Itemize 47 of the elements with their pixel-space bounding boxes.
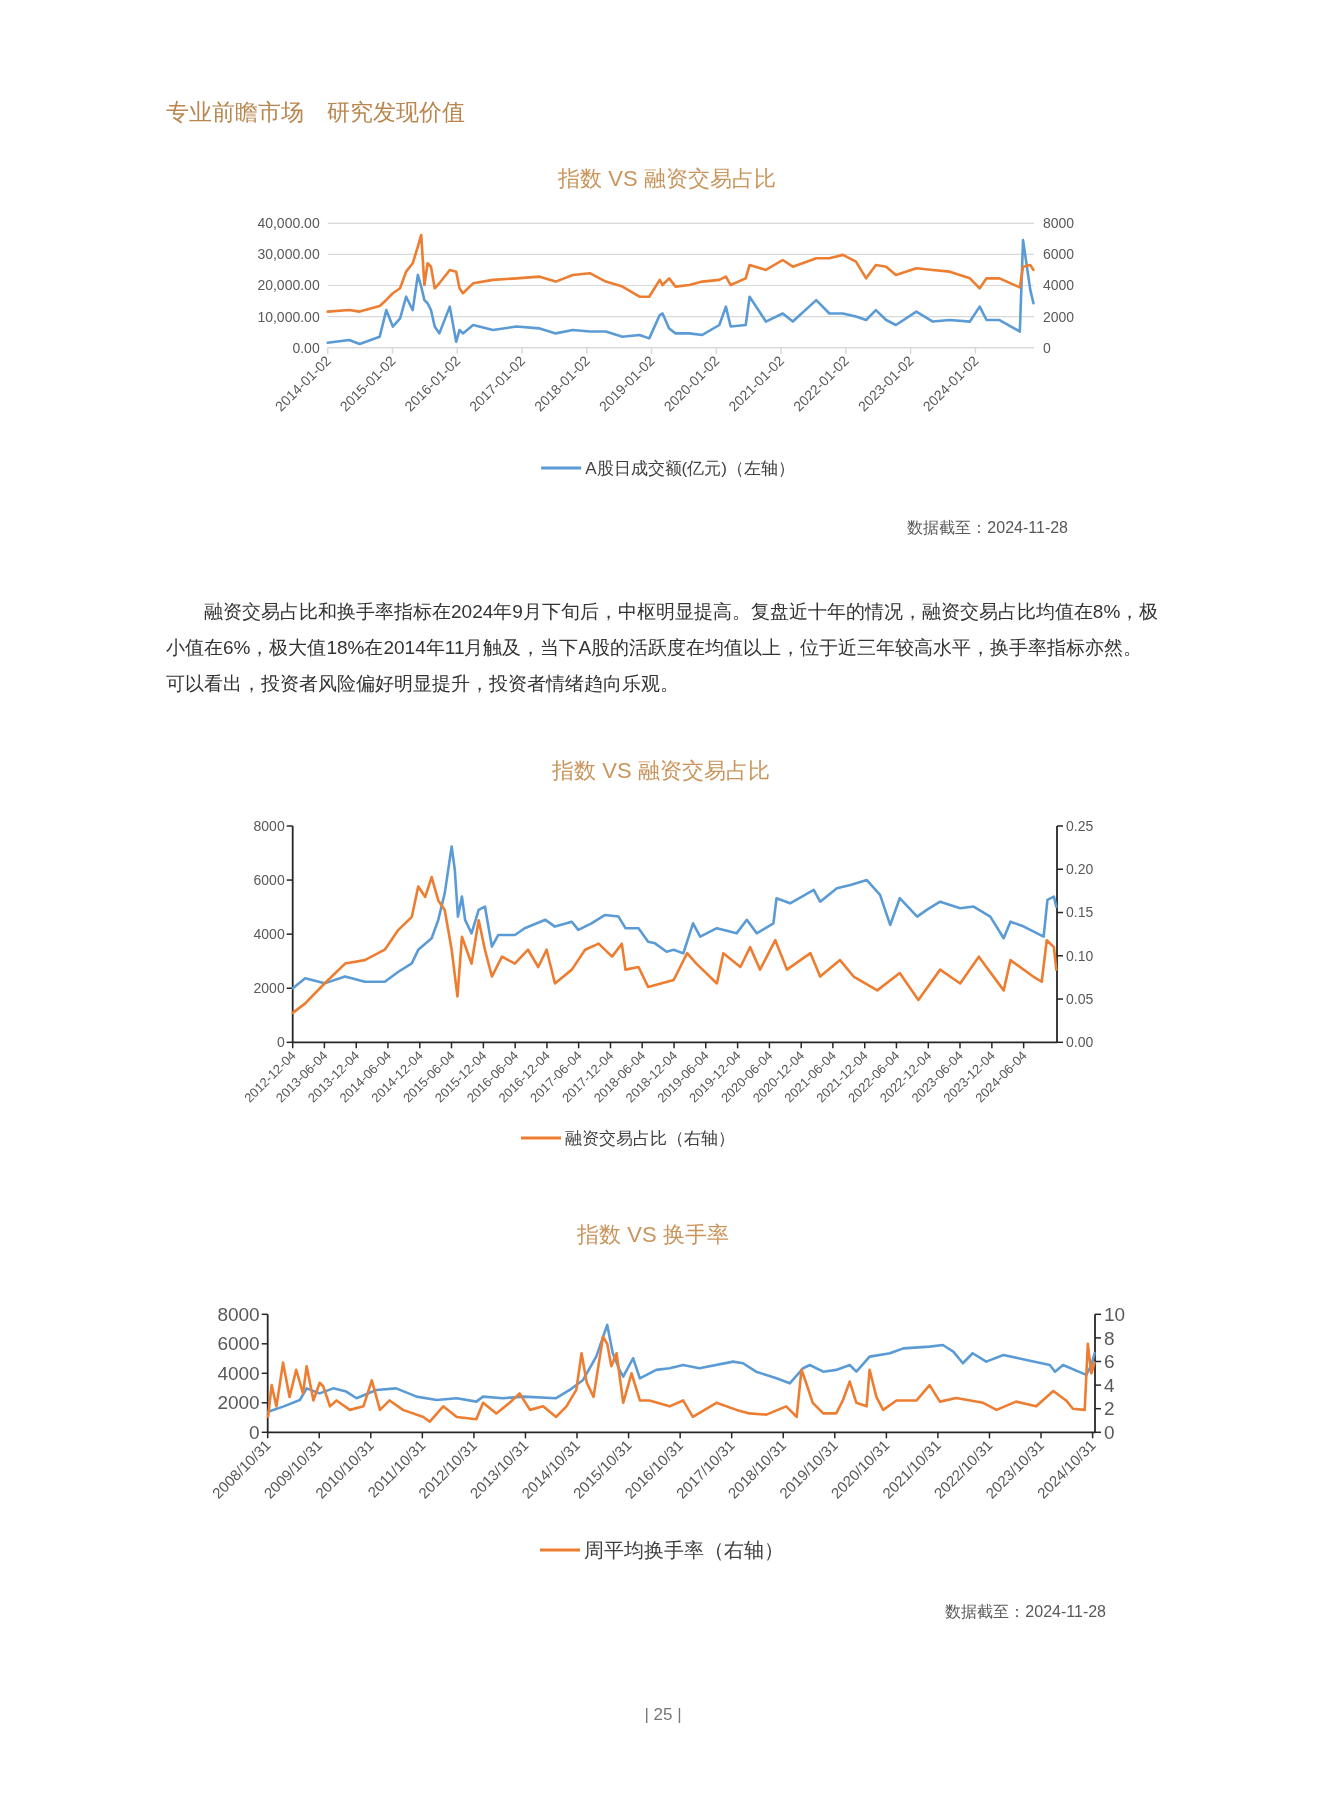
y2-tick-label: 0.10	[1066, 947, 1094, 964]
y2-tick-label: 2	[1104, 1398, 1115, 1420]
chart-title: 指数 VS 融资交易占比	[557, 166, 776, 191]
line-series	[291, 875, 1058, 1015]
legend-label: 周平均换手率（右轴）	[584, 1539, 784, 1562]
y-tick-label: 0	[276, 1034, 285, 1051]
y-tick-label: 0.00	[292, 339, 320, 356]
y-tick-label: 30,000.00	[257, 246, 320, 263]
y-tick-label: 10,000.00	[257, 308, 320, 325]
text: 融资交易占比和换手率指标在2024年9月下旬后，中枢明显提高。复盘近十年的情况，融资交易占比均值在8%，极小值在6%，极大值18%在2014年11月触及，当下A股的活跃度在均值以上，位于近三年较高水平，换手率指标亦然。可以看出，投资者风险偏好明显提升，投资者情绪趋向乐观。	[166, 600, 1160, 696]
y2-tick-label: 0.20	[1066, 861, 1094, 878]
y-tick-label: 8000	[253, 817, 285, 834]
chart-title: 指数 VS 融资交易占比	[551, 758, 770, 783]
y-tick-label: 2000	[217, 1392, 260, 1414]
y2-tick-label: 0.00	[1066, 1034, 1094, 1051]
y2-tick-label: 6000	[1043, 246, 1075, 263]
y-tick-label: 4000	[217, 1362, 260, 1384]
y2-tick-label: 8	[1104, 1327, 1115, 1349]
legend-label: A股日成交额(亿元)（左轴）	[585, 459, 795, 479]
legend-label: 融资交易占比（右轴）	[565, 1129, 735, 1149]
y2-tick-label: 0	[1104, 1421, 1115, 1443]
y-tick-label: 4000	[253, 926, 285, 943]
text: | 25 |	[644, 1705, 682, 1724]
text: 数据截至：2024-11-28	[945, 1603, 1107, 1620]
y-tick-label: 0	[249, 1421, 260, 1443]
y2-tick-label: 0.15	[1066, 904, 1094, 921]
y2-tick-label: 0.25	[1066, 817, 1094, 834]
y-tick-label: 40,000.00	[257, 215, 320, 232]
y-tick-label: 20,000.00	[257, 277, 320, 294]
y-tick-label: 6000	[253, 871, 285, 888]
line-series	[326, 233, 1035, 313]
chart-title: 指数 VS 换手率	[576, 1222, 729, 1247]
y-tick-label: 2000	[253, 980, 285, 997]
y2-tick-label: 10	[1104, 1303, 1126, 1325]
line-series	[291, 845, 1058, 990]
text: 专业前瞻市场 研究发现价值	[166, 99, 465, 125]
text: 数据截至：2024-11-28	[907, 519, 1069, 536]
y2-tick-label: 8000	[1043, 215, 1075, 232]
y2-tick-label: 6	[1104, 1351, 1115, 1373]
y-tick-label: 8000	[217, 1303, 260, 1325]
y-tick-label: 6000	[217, 1333, 260, 1355]
y2-tick-label: 4	[1104, 1374, 1115, 1396]
y2-tick-label: 0.05	[1066, 990, 1094, 1007]
y2-tick-label: 4000	[1043, 277, 1075, 294]
y2-tick-label: 2000	[1043, 308, 1075, 325]
y2-tick-label: 0	[1043, 339, 1051, 356]
line-series	[266, 1335, 1096, 1423]
